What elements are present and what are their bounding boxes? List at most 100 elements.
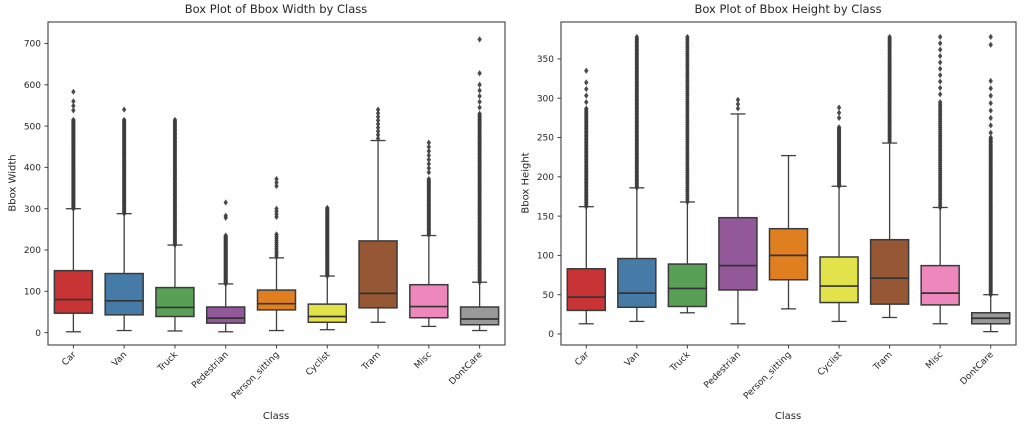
iqr-box: [307, 303, 348, 324]
bbox-height-x-tick-label-dontcare: DontCare: [959, 350, 996, 387]
iqr-box: [768, 227, 809, 281]
outlier-marker: [274, 175, 279, 183]
iqr-box: [869, 238, 910, 305]
bbox-height-y-tick-label: 200: [537, 173, 554, 183]
bbox-width-y-tick-label: 500: [24, 122, 41, 132]
outlier-marker: [937, 84, 943, 92]
outlier-marker: [426, 169, 432, 176]
outlier-marker: [937, 72, 943, 79]
outlier-marker: [735, 101, 741, 108]
bbox-height-y-tick-label: 0: [548, 330, 554, 340]
outlier-marker: [735, 105, 741, 112]
bbox-width-x-tick-label-misc: Misc: [413, 350, 434, 371]
bbox-height-y-tick-label: 100: [537, 252, 554, 262]
bbox-height-chart-title: Box Plot of Bbox Height by Class: [694, 2, 882, 16]
outlier-marker: [735, 96, 741, 103]
bbox-height-x-tick-label-van: Van: [623, 350, 642, 369]
iqr-box: [459, 306, 500, 326]
iqr-box: [566, 268, 607, 312]
iqr-box: [53, 269, 94, 314]
outlier-marker: [477, 70, 482, 77]
bbox-height-y-tick-label: 350: [537, 55, 554, 65]
bbox-width-box-truck: [155, 116, 195, 332]
outlier-marker: [223, 212, 228, 219]
bbox-width-box-cyclist: [307, 204, 348, 331]
outlier-marker: [426, 156, 432, 163]
bbox-width-y-tick-label: 300: [24, 205, 41, 215]
outlier-marker: [274, 231, 279, 238]
outlier-marker: [274, 179, 279, 186]
bbox-width-y-tick-label: 600: [24, 81, 41, 91]
bbox-height-x-axis-label: Class: [774, 411, 802, 422]
outlier-marker: [477, 36, 482, 43]
bbox-width-y-tick-label: 200: [24, 246, 41, 256]
outlier-marker: [836, 109, 842, 116]
bbox-height-plot: 0 50 100 150 200 250 300 350 Car Van Truck Pedestri…: [537, 21, 1017, 402]
outlier-marker: [584, 105, 589, 112]
outlier-marker: [988, 92, 993, 99]
bbox-width-x-tick-label-pedestrian: Pedestrian: [190, 350, 231, 391]
outlier-marker: [375, 131, 381, 138]
iqr-box: [155, 286, 195, 318]
bbox-height-box-car: [566, 67, 607, 325]
outlier-marker: [426, 160, 432, 167]
iqr-box: [256, 289, 297, 311]
bbox-width-chart-title: Box Plot of Bbox Width by Class: [184, 2, 368, 16]
outlier-marker: [172, 116, 178, 123]
bbox-height-x-tick-label-person_sitting: Person_sitting: [742, 350, 794, 402]
outlier-marker: [426, 148, 432, 155]
bbox-width-box-tram: [358, 106, 398, 323]
bbox-height-x-tick-label-misc: Misc: [924, 350, 945, 371]
outlier-marker: [274, 182, 279, 190]
bbox-height-y-axis-label: Bbox Height: [520, 152, 532, 214]
bbox-height-box-cyclist: [819, 104, 859, 323]
bbox-width-box-dontcare: [459, 36, 500, 332]
bbox-width-y-tick-label: 100: [24, 288, 41, 298]
bbox-height-x-tick-label-pedestrian: Pedestrian: [702, 350, 743, 391]
outlier-marker: [584, 85, 589, 93]
bbox-height-x-tick-label-car: Car: [573, 350, 591, 368]
outlier-marker: [685, 33, 690, 41]
bbox-height-x-tick-label-tram: Tram: [871, 350, 894, 373]
outlier-marker: [937, 46, 943, 53]
outlier-marker: [477, 93, 482, 100]
outlier-marker: [71, 98, 76, 105]
iqr-box: [104, 272, 144, 316]
outlier-marker: [937, 52, 943, 60]
outlier-marker: [988, 122, 993, 129]
bbox-height-box-truck: [667, 33, 708, 314]
outlier-marker: [937, 33, 943, 41]
bbox-width-x-axis-label: Class: [262, 411, 290, 422]
bbox-width-x-tick-label-truck: Truck: [155, 350, 180, 375]
bbox-width-x-tick-label-cyclist: Cyclist: [304, 350, 332, 378]
bbox-width-plot: 0 100 200 300 400 500 600 700 Car Van Truck Pedestr…: [24, 21, 506, 402]
outlier-marker: [988, 100, 993, 107]
outlier-marker: [477, 104, 482, 111]
bbox-width-y-tick-label: 400: [24, 164, 41, 174]
outlier-marker: [121, 106, 127, 113]
bbox-height-y-tick-label: 300: [537, 94, 554, 104]
bbox-width-box-van: [104, 106, 144, 332]
outlier-marker: [223, 199, 228, 206]
outlier-marker: [426, 175, 432, 183]
iqr-box: [667, 263, 708, 308]
outlier-marker: [584, 79, 589, 86]
outlier-marker: [426, 152, 432, 159]
outlier-marker: [988, 114, 993, 122]
outlier-marker: [937, 59, 943, 66]
bbox-height-box-van: [617, 33, 657, 323]
bbox-width-x-tick-label-tram: Tram: [360, 350, 383, 373]
outlier-marker: [937, 91, 943, 98]
outlier-marker: [988, 129, 993, 136]
bbox-width-box-car: [53, 88, 94, 333]
bbox-height-box-person_sitting: [768, 154, 809, 310]
bbox-height-y-tick-label: 250: [537, 134, 554, 144]
outlier-marker: [477, 87, 482, 94]
outlier-marker: [937, 40, 943, 47]
iqr-box: [819, 256, 859, 304]
bbox-height-box-misc: [920, 33, 960, 325]
outlier-marker: [375, 124, 381, 131]
iqr-box: [617, 257, 657, 309]
